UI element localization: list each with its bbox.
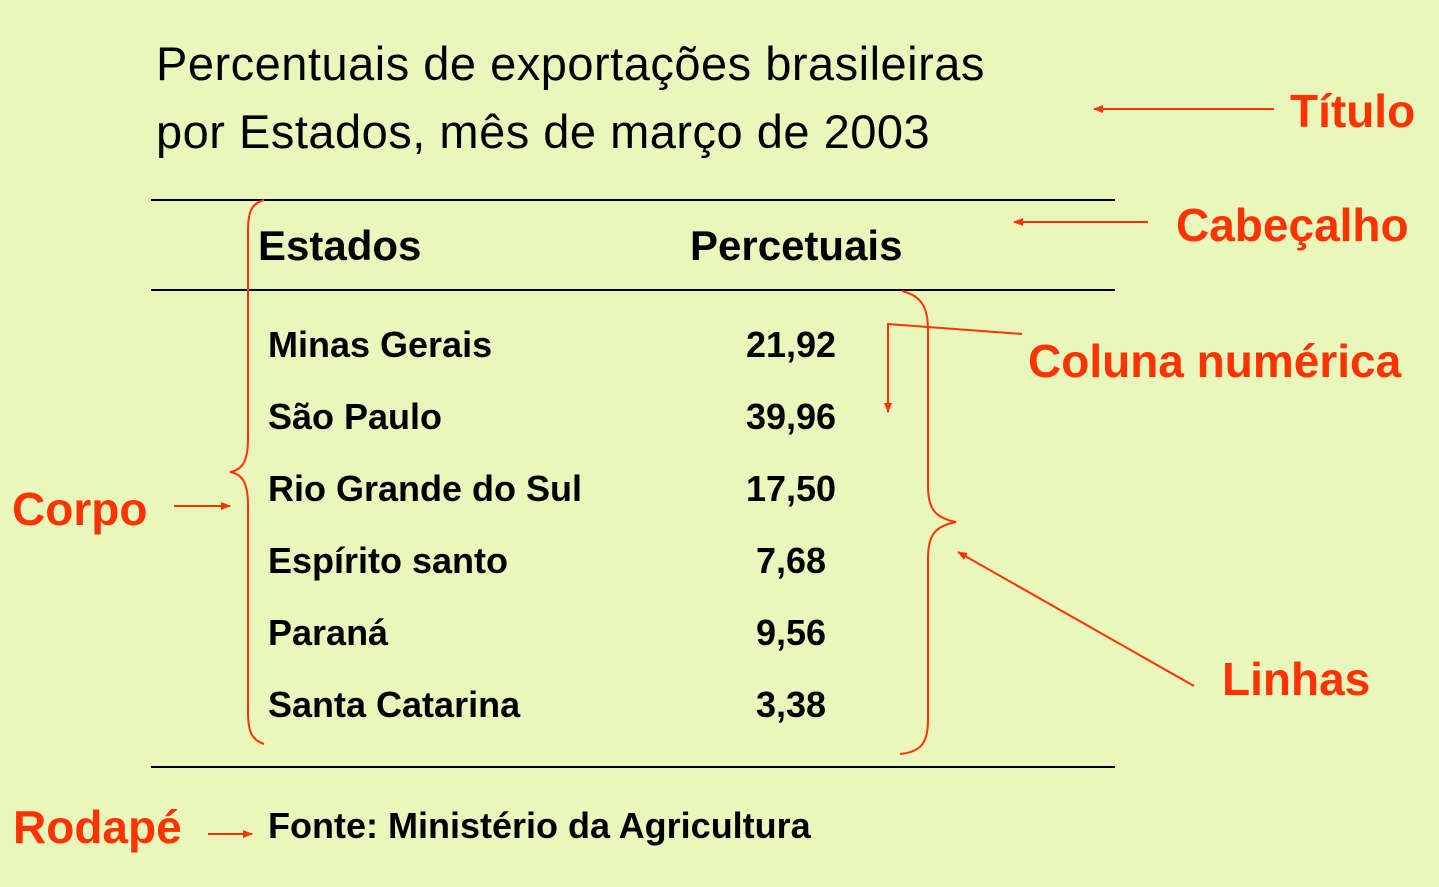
row-state: Paraná [268,612,389,653]
arrow-linhas [957,551,1195,687]
annotation-coluna-numerica: Coluna numérica [1028,335,1402,387]
top-rule [151,199,1115,201]
brace-corpo [229,199,265,745]
header-rule [151,289,1115,291]
row-state: Espírito santo [268,540,509,581]
row-state: São Paulo [268,396,443,437]
row-value: 9,56 [755,612,827,653]
row-value: 3,38 [755,684,827,725]
table-title: Percentuais de exportações brasileiras p… [156,30,1156,166]
row-value: 39,96 [745,396,837,437]
row-state: Minas Gerais [268,324,493,365]
annotation-linhas: Linhas [1222,653,1371,705]
annotation-corpo: Corpo [12,483,148,535]
row-value: 21,92 [745,324,837,365]
table-title-line-1: Percentuais de exportações brasileiras [156,37,985,90]
header-percetuais: Percetuais [690,222,903,269]
table-footer-source: Fonte: Ministério da Agricultura [268,805,811,846]
row-state: Rio Grande do Sul [268,468,583,509]
table-title-line-2: por Estados, mês de março de 2003 [156,105,931,158]
row-value: 17,50 [745,468,837,509]
header-estados: Estados [258,222,422,269]
arrow-coluna-numerica [884,322,1023,413]
row-value: 7,68 [755,540,827,581]
row-state: Santa Catarina [268,684,521,725]
annotation-titulo: Título [1290,85,1416,137]
brace-linhas [899,290,957,755]
annotation-rodape: Rodapé [13,801,182,853]
bottom-rule [151,766,1115,768]
annotation-cabecalho: Cabeçalho [1176,199,1409,251]
